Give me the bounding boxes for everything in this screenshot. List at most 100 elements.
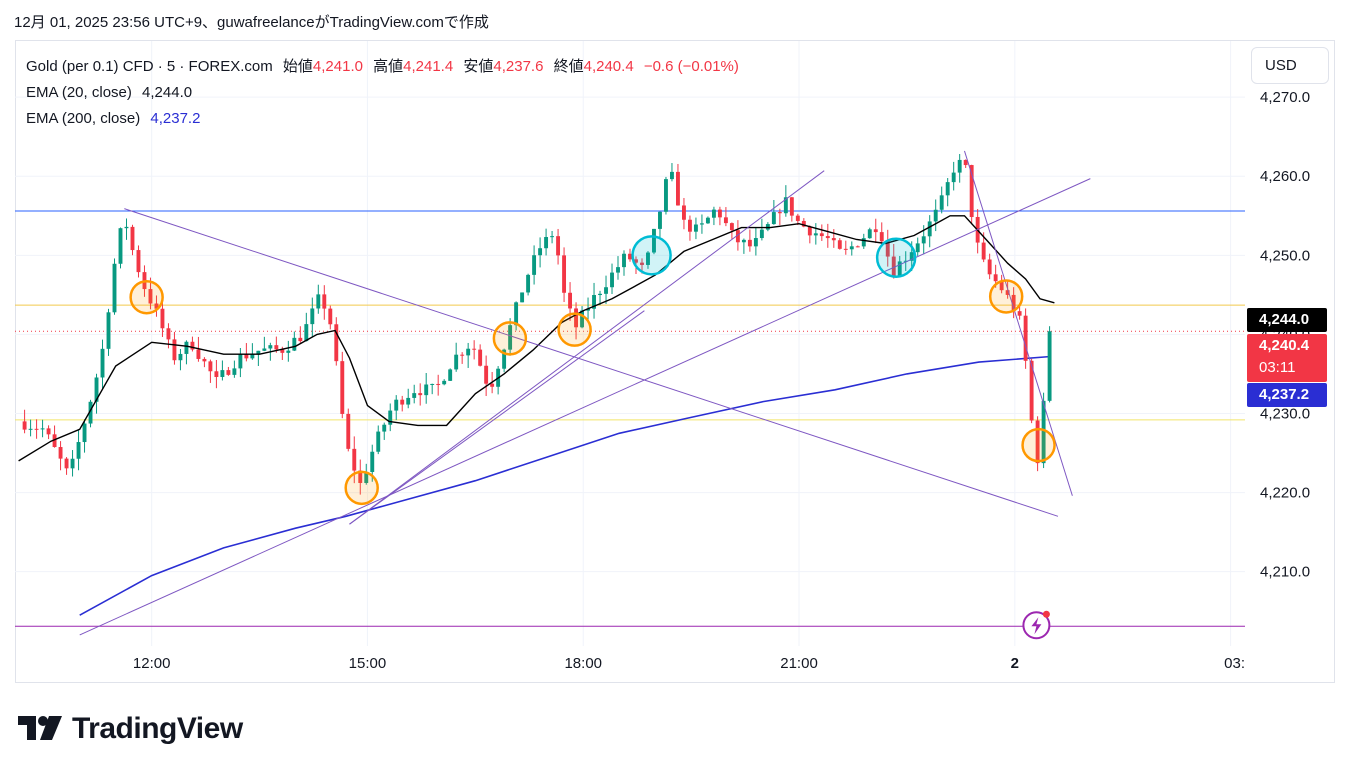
candle-body — [34, 428, 39, 430]
candle-body — [783, 197, 788, 214]
candle-body — [238, 354, 243, 369]
candle-body — [196, 349, 201, 359]
candle-body — [244, 354, 249, 359]
candle-body — [382, 424, 387, 432]
candle-body — [951, 172, 956, 183]
candle-body — [969, 165, 974, 217]
candle-body — [466, 348, 471, 356]
candle-body — [933, 209, 938, 222]
candle-body — [310, 308, 315, 325]
ema20-label: EMA (20, close) — [26, 84, 132, 101]
candle-body — [82, 423, 87, 443]
alert-dot — [1042, 610, 1050, 618]
candle-body — [759, 229, 764, 239]
candle-body — [711, 209, 716, 218]
candle-body — [472, 348, 477, 350]
candle-body — [981, 242, 986, 260]
candle-body — [987, 259, 992, 275]
candle-body — [94, 377, 99, 402]
time-axis-label: 18:00 — [564, 655, 602, 672]
candle-body — [771, 212, 776, 225]
change-value: −0.6 (−0.01%) — [643, 58, 739, 75]
candle-body — [843, 248, 848, 250]
legend-symbol-row: Gold (per 0.1) CFD · 5 · FOREX.com 始値 4,2… — [26, 54, 739, 80]
candle-body — [286, 350, 291, 353]
currency-button[interactable]: USD — [1251, 47, 1329, 84]
teal-circle-marker — [875, 237, 917, 278]
candle-body — [903, 260, 908, 262]
candle-body — [789, 197, 794, 216]
candle-body — [394, 399, 399, 411]
open-label: 始値 — [282, 58, 313, 75]
trend-line — [79, 178, 1091, 636]
candle-body — [945, 182, 950, 196]
candle-body — [807, 226, 812, 236]
price-axis-label: 4,260.0 — [1260, 168, 1310, 185]
candle-body — [328, 308, 333, 325]
candle-body — [526, 274, 531, 293]
orange-circle-marker — [988, 279, 1024, 314]
lightning-alert-icon[interactable] — [1022, 610, 1051, 640]
candle-body — [598, 293, 602, 296]
candle-body — [1023, 315, 1028, 361]
candle-body — [214, 371, 219, 377]
candle-body — [184, 341, 189, 354]
candle-body — [652, 228, 656, 253]
candle-body — [406, 397, 411, 405]
candle-body — [58, 447, 63, 459]
tradingview-brand[interactable]: TradingView — [18, 712, 243, 746]
candle-body — [442, 380, 447, 385]
trend-line — [349, 170, 825, 525]
time-axis-label: 2 — [1011, 655, 1019, 672]
last-price-value: 4,240.4 — [1259, 337, 1310, 354]
candle-body — [741, 239, 746, 243]
candle-body — [580, 310, 584, 328]
candle-body — [699, 223, 704, 225]
candle-body — [1035, 420, 1040, 464]
ema200-label: EMA (200, close) — [26, 110, 141, 127]
candle-body — [1041, 400, 1046, 464]
candle-body — [777, 212, 782, 214]
candle-body — [837, 240, 842, 249]
candle-body — [136, 250, 141, 273]
candle-body — [508, 325, 513, 350]
ema20-line — [18, 215, 1055, 462]
candle-body — [544, 237, 549, 249]
candle-body — [538, 248, 543, 256]
legend-ema200-row[interactable]: EMA (200, close) 4,237.2 — [26, 106, 739, 132]
candle-body — [178, 353, 183, 361]
candle-body — [490, 383, 495, 387]
candle-body — [795, 215, 800, 221]
candle-body — [316, 294, 321, 309]
candle-body — [454, 354, 459, 370]
candle-body — [514, 302, 519, 326]
candle-body — [106, 312, 111, 349]
candle-body — [556, 236, 561, 256]
candle-body — [232, 368, 237, 375]
candle-body — [304, 324, 309, 342]
candle-body — [1011, 294, 1016, 312]
candle-body — [681, 205, 686, 220]
symbol-title[interactable]: Gold (per 0.1) CFD · 5 · FOREX.com — [26, 58, 273, 75]
candle-body — [370, 451, 375, 472]
candle-body — [346, 413, 351, 449]
candle-body — [418, 393, 423, 396]
candle-body — [604, 287, 608, 294]
candle-body — [574, 308, 579, 328]
candle-body — [298, 337, 303, 342]
candle-body — [562, 255, 567, 293]
orange-circle-marker — [1021, 427, 1056, 463]
candle-body — [831, 238, 836, 241]
low-value: 4,237.6 — [493, 58, 544, 75]
candle-body — [664, 179, 668, 212]
ema200-price-tag: 4,237.2 — [1247, 383, 1327, 407]
orange-circle-marker — [557, 312, 592, 347]
candle-body — [897, 261, 902, 276]
candle-body — [478, 349, 483, 366]
legend-ema20-row[interactable]: EMA (20, close) 4,244.0 — [26, 80, 739, 106]
candle-body — [915, 243, 920, 253]
candle-body — [436, 383, 441, 385]
candle-body — [448, 369, 453, 381]
candle-body — [118, 228, 123, 264]
